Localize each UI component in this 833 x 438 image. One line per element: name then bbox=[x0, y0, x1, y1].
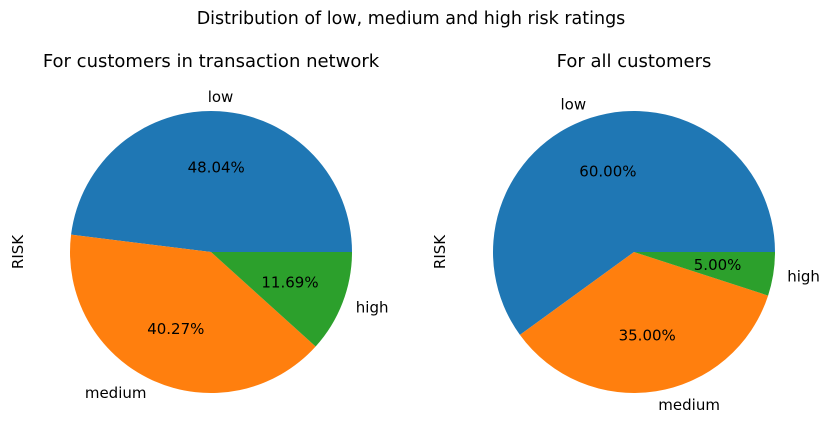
y-axis-label: RISK bbox=[9, 234, 27, 269]
pie-category-label-low: low bbox=[208, 88, 234, 106]
pie-pct-label-low: 60.00% bbox=[579, 163, 636, 181]
pie-pct-label-high: 5.00% bbox=[694, 256, 742, 274]
pie-category-label-medium: medium bbox=[658, 396, 720, 414]
pie-pct-label-high: 11.69% bbox=[261, 273, 318, 291]
pie-category-label-high: high bbox=[787, 267, 820, 285]
pie-pct-label-medium: 40.27% bbox=[147, 320, 204, 338]
pie-slice-medium bbox=[519, 252, 769, 394]
pie-category-label-high: high bbox=[356, 299, 389, 317]
chart-title: For all customers bbox=[557, 51, 712, 72]
pie-category-label-medium: medium bbox=[85, 384, 147, 402]
pie-slice-low bbox=[493, 111, 775, 335]
pie-chart-network: 48.04% low 40.27% medium 11.69% high For custo… bbox=[9, 51, 389, 402]
pie-slice-medium bbox=[70, 234, 316, 393]
pie-category-label-low: low bbox=[560, 96, 586, 114]
pie-pct-label-low: 48.04% bbox=[188, 159, 245, 177]
chart-title: For customers in transaction network bbox=[43, 51, 380, 72]
figure-suptitle: Distribution of low, medium and high ris… bbox=[197, 9, 626, 29]
pie-chart-all-customers: 60.00% low 35.00% medium 5.00% high For all cu… bbox=[431, 51, 820, 414]
pie-slice-high bbox=[634, 252, 775, 296]
y-axis-label: RISK bbox=[431, 234, 449, 269]
pie-pct-label-medium: 35.00% bbox=[619, 327, 676, 345]
pie-slice-low bbox=[71, 111, 352, 252]
pie-slice-high bbox=[211, 252, 352, 347]
